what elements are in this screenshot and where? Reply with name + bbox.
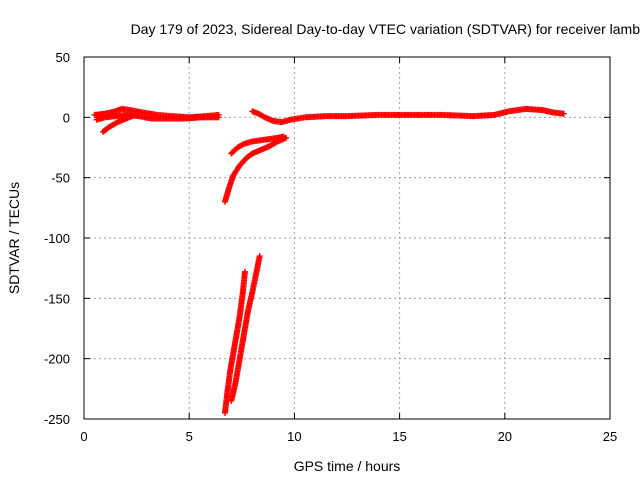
data-point [256,253,263,260]
y-axis-label: SDTVAR / TECUs [6,182,22,294]
x-tick-label: 25 [603,429,617,444]
x-tick-label: 0 [80,429,87,444]
data-point [560,110,567,117]
y-tick-label: -100 [44,231,70,246]
y-tick-label: -250 [44,412,70,427]
y-tick-label: -150 [44,291,70,306]
data-point [282,134,289,141]
y-tick-label: 0 [63,110,70,125]
x-axis-label: GPS time / hours [294,458,401,474]
x-tick-label: 15 [392,429,406,444]
data-point [215,114,222,121]
y-tick-label: -50 [51,171,70,186]
data-point [129,113,136,120]
y-tick-label: 50 [56,50,70,65]
chart-title: Day 179 of 2023, Sidereal Day-to-day VTE… [131,21,640,37]
x-tick-label: 5 [186,429,193,444]
axis-ticks: 0 5 10 15 20 25 -250 -200 -150 -100 -50 0 50 [44,50,617,444]
data-points [91,105,567,416]
x-tick-label: 20 [498,429,512,444]
y-tick-label: -200 [44,352,70,367]
data-point [241,268,248,275]
x-tick-label: 10 [287,429,301,444]
